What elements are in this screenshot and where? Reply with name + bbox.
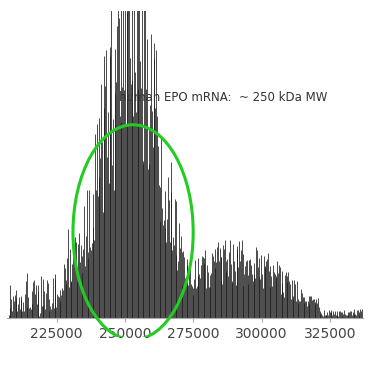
Text: human EPO mRNA:  ~ 250 kDa MW: human EPO mRNA: ~ 250 kDa MW: [120, 91, 328, 104]
